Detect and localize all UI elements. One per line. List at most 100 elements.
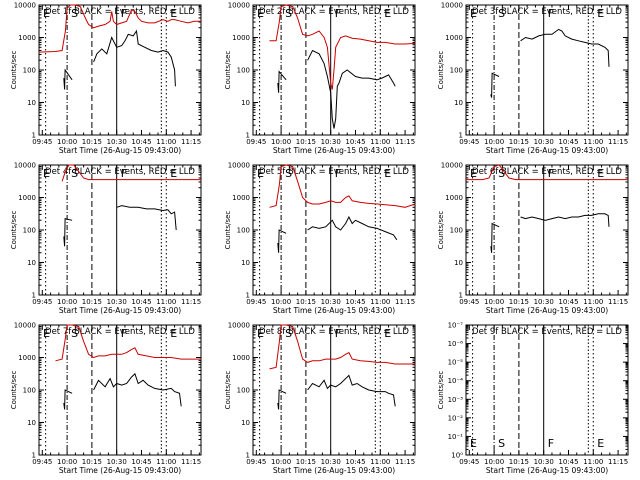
- y-tick-label: 10000: [14, 2, 36, 10]
- y-axis-label: Counts/sec: [10, 51, 18, 90]
- x-tick-label: 11:15: [181, 298, 201, 306]
- x-tick-label: 10:30: [107, 138, 127, 146]
- y-tick-label: 10⁰: [451, 452, 463, 460]
- y-tick-label: 1000: [232, 34, 250, 42]
- x-tick-label: 11:15: [608, 298, 628, 306]
- y-tick-label: 10⁻¹: [448, 433, 464, 441]
- time-marker-label: E: [257, 167, 264, 180]
- x-tick-label: 11:15: [395, 458, 415, 466]
- y-tick-label: 10000: [228, 162, 250, 170]
- y-tick-label: 10: [27, 419, 36, 427]
- panel-frame: [465, 164, 629, 296]
- panel-frame: [38, 324, 202, 456]
- events-series-line: [63, 68, 73, 90]
- x-tick-label: 11:00: [583, 298, 603, 306]
- y-tick-label: 10: [454, 259, 463, 267]
- x-tick-label: 10:15: [296, 298, 316, 306]
- x-tick-label: 10:30: [321, 138, 341, 146]
- x-tick-label: 09:45: [459, 458, 479, 466]
- detector-panel: Det 1f BLACK = Events, RED = LLD 1 10 100 10…: [10, 2, 202, 155]
- y-tick-label: 10⁻³: [448, 396, 464, 404]
- panel-frame: [38, 4, 202, 136]
- time-marker-label: F: [121, 7, 127, 20]
- time-marker-label: S: [71, 327, 78, 340]
- x-tick-label: 11:00: [583, 458, 603, 466]
- y-tick-label: 100: [450, 67, 463, 75]
- x-tick-label: 10:30: [107, 458, 127, 466]
- x-axis-label: Start Time (26-Aug-15 09:43:00): [273, 146, 395, 155]
- x-tick-label: 11:15: [181, 138, 201, 146]
- x-tick-label: 11:00: [156, 458, 176, 466]
- panel-title: Det 4f BLACK = Events, RED = LLD: [45, 167, 195, 177]
- x-axis-label: Start Time (26-Aug-15 09:43:00): [59, 306, 181, 315]
- y-tick-label: 100: [237, 387, 250, 395]
- x-axis-label: Start Time (26-Aug-15 09:43:00): [59, 466, 181, 475]
- y-tick-label: 100: [237, 67, 250, 75]
- x-tick-label: 11:00: [156, 138, 176, 146]
- x-tick-label: 10:45: [345, 138, 365, 146]
- panel-title: Det 5f BLACK = Events, RED = LLD: [259, 167, 409, 177]
- time-marker-label: F: [335, 167, 341, 180]
- x-tick-label: 10:15: [82, 298, 102, 306]
- y-tick-label: 10⁻⁶: [448, 340, 464, 348]
- time-marker-label: E: [470, 437, 477, 450]
- time-marker-label: S: [285, 327, 292, 340]
- time-marker-label: E: [170, 327, 177, 340]
- y-tick-label: 10000: [441, 2, 463, 10]
- time-marker-label: E: [43, 327, 50, 340]
- time-marker-label: F: [335, 7, 341, 20]
- y-tick-label: 1: [32, 132, 36, 140]
- events-series-line: [277, 229, 287, 253]
- x-tick-label: 10:15: [82, 138, 102, 146]
- x-tick-label: 10:45: [558, 298, 578, 306]
- y-tick-label: 10000: [14, 162, 36, 170]
- detector-panel: Det 8f BLACK = Events, RED = LLD 1 10 100 10…: [224, 322, 416, 475]
- panel-title: Det 3f BLACK = Events, RED = LLD: [472, 7, 622, 17]
- y-tick-label: 1: [246, 132, 250, 140]
- time-marker-label: E: [384, 327, 391, 340]
- time-marker-label: E: [384, 167, 391, 180]
- y-tick-label: 1: [459, 292, 463, 300]
- y-tick-label: 1000: [18, 194, 36, 202]
- time-marker-label: S: [71, 7, 78, 20]
- x-tick-label: 10:30: [534, 458, 554, 466]
- x-tick-label: 10:00: [271, 458, 291, 466]
- x-axis-label: Start Time (26-Aug-15 09:43:00): [59, 146, 181, 155]
- x-tick-label: 10:45: [131, 138, 151, 146]
- y-tick-label: 10: [241, 259, 250, 267]
- panel-frame: [252, 164, 416, 296]
- y-axis-label: Counts/sec: [437, 51, 445, 90]
- detector-panel: Det 9f BLACK = Events, RED = LLD 10⁰ 10⁻¹ 1…: [437, 322, 629, 475]
- x-tick-label: 11:15: [608, 458, 628, 466]
- events-series-line: [63, 217, 73, 247]
- x-axis-label: Start Time (26-Aug-15 09:43:00): [273, 466, 395, 475]
- detector-panel: Det 7f BLACK = Events, RED = LLD 1 10 100 10…: [10, 322, 202, 475]
- time-marker-label: S: [498, 167, 505, 180]
- y-axis-label: Counts/sec: [10, 211, 18, 250]
- y-tick-label: 10⁻⁴: [448, 377, 464, 385]
- x-tick-label: 10:30: [534, 298, 554, 306]
- x-tick-label: 10:00: [484, 298, 504, 306]
- y-tick-label: 10000: [228, 2, 250, 10]
- panel-title: Det 1f BLACK = Events, RED = LLD: [45, 7, 195, 17]
- time-marker-label: F: [335, 327, 341, 340]
- time-marker-label: E: [470, 7, 477, 20]
- x-tick-label: 09:45: [246, 298, 266, 306]
- time-marker-label: S: [498, 7, 505, 20]
- time-marker-label: S: [285, 167, 292, 180]
- events-series-line: [520, 213, 610, 227]
- time-marker-label: E: [43, 167, 50, 180]
- y-axis-label: Counts/sec: [437, 371, 445, 410]
- x-axis-label: Start Time (26-Aug-15 09:43:00): [486, 306, 608, 315]
- y-tick-label: 10: [241, 419, 250, 427]
- panel-frame: [465, 324, 629, 456]
- events-series-line: [490, 72, 500, 98]
- events-series-line: [307, 374, 396, 407]
- y-axis-label: Counts/sec: [224, 51, 232, 90]
- lld-series-line: [269, 164, 416, 208]
- lld-series-line: [55, 324, 201, 362]
- x-tick-label: 10:45: [131, 298, 151, 306]
- events-series-line: [520, 28, 610, 67]
- x-tick-label: 10:00: [57, 458, 77, 466]
- x-tick-label: 09:45: [246, 458, 266, 466]
